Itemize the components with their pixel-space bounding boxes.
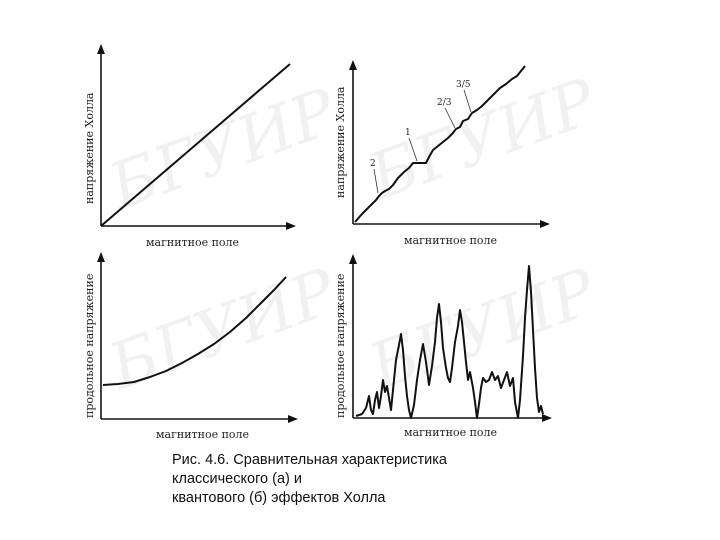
watermark-text: БГУИР [99,255,347,405]
x-axis-arrow [542,414,552,422]
x-axis-label: магнитное поле [146,236,239,249]
plateau-label: 3/5 [456,80,471,90]
caption-line: классического (а) и [172,471,302,487]
y-axis-label: продольное напряжение [334,274,347,418]
panel-classical-longitudinal: продольное напряжение магнитное поле [83,252,298,441]
panel-quantum-longitudinal: продольное напряжение магнитное поле [334,254,552,439]
x-axis-label: магнитное поле [404,234,497,247]
plateau-leader [373,168,379,194]
y-axis-label: напряжение Холла [334,86,347,198]
y-axis-label: напряжение Холла [83,92,96,204]
panel-quantum-hall: 2 1 2/3 3/5 напряжение Холла магнитное п… [334,60,550,247]
x-axis-label: магнитное поле [156,428,249,441]
panel-classical-hall: напряжение Холла магнитное поле [83,44,296,249]
hall-voltage-plateau-curve [354,65,526,223]
hall-voltage-curve [100,63,291,227]
x-axis-arrow [286,222,296,230]
plateau-label: 1 [405,128,411,138]
x-axis-arrow [540,220,550,228]
y-axis-arrow [97,252,105,262]
y-axis-arrow [349,254,357,264]
y-axis-arrow [97,44,105,54]
figure-caption: Рис. 4.6. Сравнительная характеристика к… [172,451,572,508]
plateau-label: 2 [370,159,376,169]
caption-line: квантового (б) эффектов Холла [172,490,386,506]
y-axis-arrow [349,60,357,70]
watermark-text: БГУИР [99,75,347,225]
caption-line: Рис. 4.6. Сравнительная характеристика [172,452,447,468]
plateau-leader [444,107,456,129]
plateau-leader [408,137,418,162]
y-axis-label: продольное напряжение [83,274,96,418]
watermark-text: БГУИР [359,65,607,215]
plateau-label: 2/3 [437,98,452,108]
plateau-leader [463,89,472,113]
x-axis-label: магнитное поле [404,426,497,439]
x-axis-arrow [288,415,298,423]
longitudinal-voltage-peaks-curve [355,265,544,419]
longitudinal-voltage-curve [102,276,287,386]
